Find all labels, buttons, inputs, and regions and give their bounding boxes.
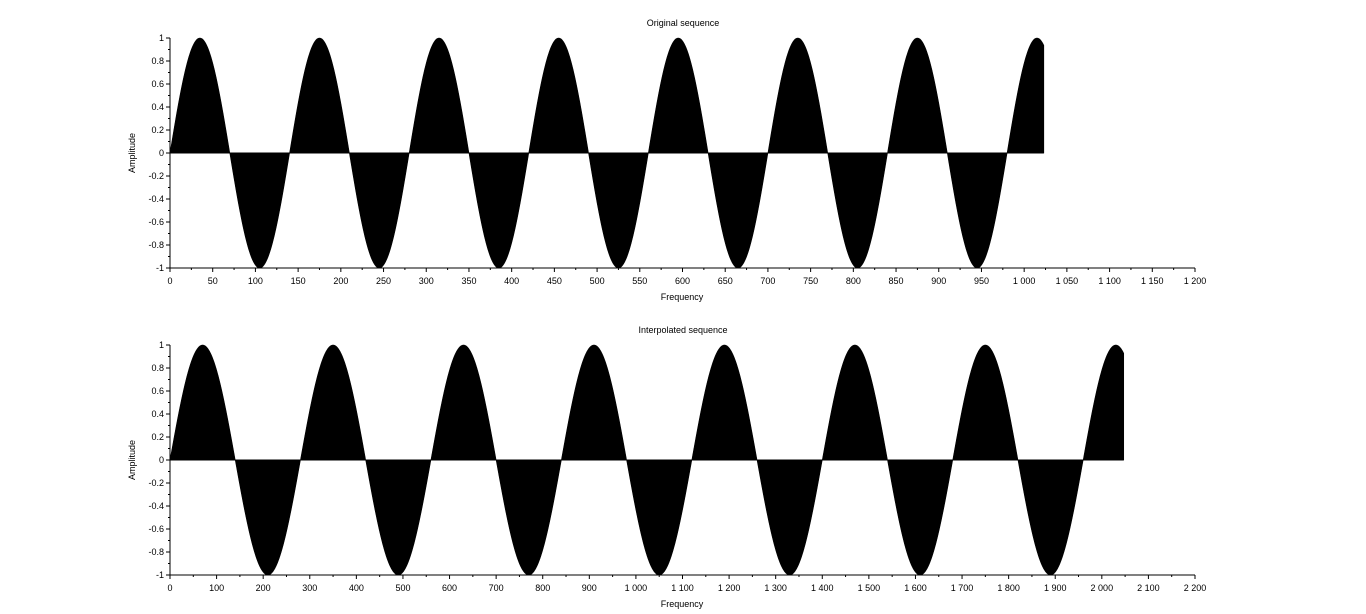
x-tick-label: 1 700 <box>951 583 974 593</box>
x-tick-label: 300 <box>419 276 434 286</box>
x-tick-label: 900 <box>931 276 946 286</box>
x-ticks: 0 100 200 300 400 500 600 700 800 900 1 000 1 100 1 … <box>167 575 1206 593</box>
x-tick-label: 350 <box>461 276 476 286</box>
y-tick-label: -0.2 <box>148 478 164 488</box>
plot-area <box>169 37 1045 269</box>
x-tick-label: 1 150 <box>1141 276 1164 286</box>
x-ticks: 0 50 100 150 200 250 300 350 400 450 500 550 600 650 7… <box>167 268 1206 286</box>
subplot-original: Original sequence -1 -0.8 -0.6 -0.4 -0.2 0 0.2… <box>127 18 1206 302</box>
chart-title: Interpolated sequence <box>638 325 727 335</box>
y-tick-label: 0.8 <box>151 363 164 373</box>
x-tick-label: 100 <box>209 583 224 593</box>
y-tick-label: -0.4 <box>148 194 164 204</box>
x-tick-label: 700 <box>760 276 775 286</box>
subplot-interpolated: Interpolated sequence -1 -0.8 -0.6 -0.4 -0.2… <box>127 325 1206 609</box>
y-tick-label: 0.4 <box>151 409 164 419</box>
y-tick-label: 1 <box>159 33 164 43</box>
x-tick-label: 750 <box>803 276 818 286</box>
x-tick-label: 800 <box>535 583 550 593</box>
x-tick-label: 300 <box>302 583 317 593</box>
x-axis-label: Frequency <box>661 292 704 302</box>
x-tick-label: 200 <box>333 276 348 286</box>
y-tick-label: 0 <box>159 148 164 158</box>
y-tick-label: 0.6 <box>151 79 164 89</box>
x-tick-label: 1 050 <box>1056 276 1079 286</box>
x-tick-label: 0 <box>167 583 172 593</box>
x-tick-label: 1 400 <box>811 583 834 593</box>
x-tick-label: 450 <box>547 276 562 286</box>
x-tick-label: 0 <box>167 276 172 286</box>
x-tick-label: 400 <box>504 276 519 286</box>
y-tick-label: 0.2 <box>151 432 164 442</box>
y-tick-label: 0.6 <box>151 386 164 396</box>
x-tick-label: 500 <box>590 276 605 286</box>
y-tick-label: -0.2 <box>148 171 164 181</box>
x-tick-label: 200 <box>256 583 271 593</box>
x-tick-label: 600 <box>442 583 457 593</box>
x-tick-label: 1 500 <box>858 583 881 593</box>
x-tick-label: 1 800 <box>997 583 1020 593</box>
x-tick-label: 600 <box>675 276 690 286</box>
chart-title: Original sequence <box>647 18 720 28</box>
x-tick-label: 1 100 <box>671 583 694 593</box>
y-tick-label: 0.2 <box>151 125 164 135</box>
x-tick-label: 1 200 <box>1184 276 1207 286</box>
y-tick-label: -0.6 <box>148 217 164 227</box>
x-tick-label: 900 <box>582 583 597 593</box>
y-ticks: -1 -0.8 -0.6 -0.4 -0.2 0 0.2 0.4 0.6 0.8 1 <box>148 33 170 273</box>
y-tick-label: -1 <box>156 570 164 580</box>
x-tick-label: 1 600 <box>904 583 927 593</box>
y-tick-label: 0.8 <box>151 56 164 66</box>
x-tick-label: 650 <box>718 276 733 286</box>
y-tick-label: -0.4 <box>148 501 164 511</box>
y-tick-label: -0.8 <box>148 240 164 250</box>
y-ticks: -1 -0.8 -0.6 -0.4 -0.2 0 0.2 0.4 0.6 0.8 1 <box>148 340 170 580</box>
y-axis-label: Amplitude <box>127 133 137 173</box>
y-tick-label: -0.8 <box>148 547 164 557</box>
x-tick-label: 1 000 <box>1013 276 1036 286</box>
x-tick-label: 700 <box>489 583 504 593</box>
x-tick-label: 50 <box>208 276 218 286</box>
x-tick-label: 100 <box>248 276 263 286</box>
x-tick-label: 1 900 <box>1044 583 1067 593</box>
x-tick-label: 500 <box>395 583 410 593</box>
x-tick-label: 400 <box>349 583 364 593</box>
x-tick-label: 250 <box>376 276 391 286</box>
y-tick-label: 0 <box>159 455 164 465</box>
x-tick-label: 2 200 <box>1184 583 1207 593</box>
x-tick-label: 2 000 <box>1091 583 1114 593</box>
x-tick-label: 950 <box>974 276 989 286</box>
x-tick-label: 1 200 <box>718 583 741 593</box>
y-axis-label: Amplitude <box>127 440 137 480</box>
x-axis-label: Frequency <box>661 599 704 609</box>
x-tick-label: 550 <box>632 276 647 286</box>
plot-area <box>169 344 1125 576</box>
x-tick-label: 1 300 <box>764 583 787 593</box>
y-tick-label: -0.6 <box>148 524 164 534</box>
x-tick-label: 1 000 <box>625 583 648 593</box>
x-tick-label: 850 <box>889 276 904 286</box>
x-tick-label: 800 <box>846 276 861 286</box>
x-tick-label: 1 100 <box>1098 276 1121 286</box>
x-tick-label: 150 <box>291 276 306 286</box>
y-tick-label: -1 <box>156 263 164 273</box>
y-tick-label: 1 <box>159 340 164 350</box>
y-tick-label: 0.4 <box>151 102 164 112</box>
x-tick-label: 2 100 <box>1137 583 1160 593</box>
